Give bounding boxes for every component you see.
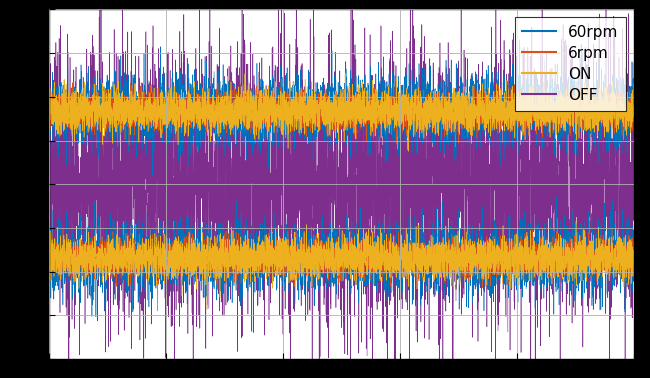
Legend: 60rpm, 6rpm, ON, OFF: 60rpm, 6rpm, ON, OFF <box>515 17 626 111</box>
